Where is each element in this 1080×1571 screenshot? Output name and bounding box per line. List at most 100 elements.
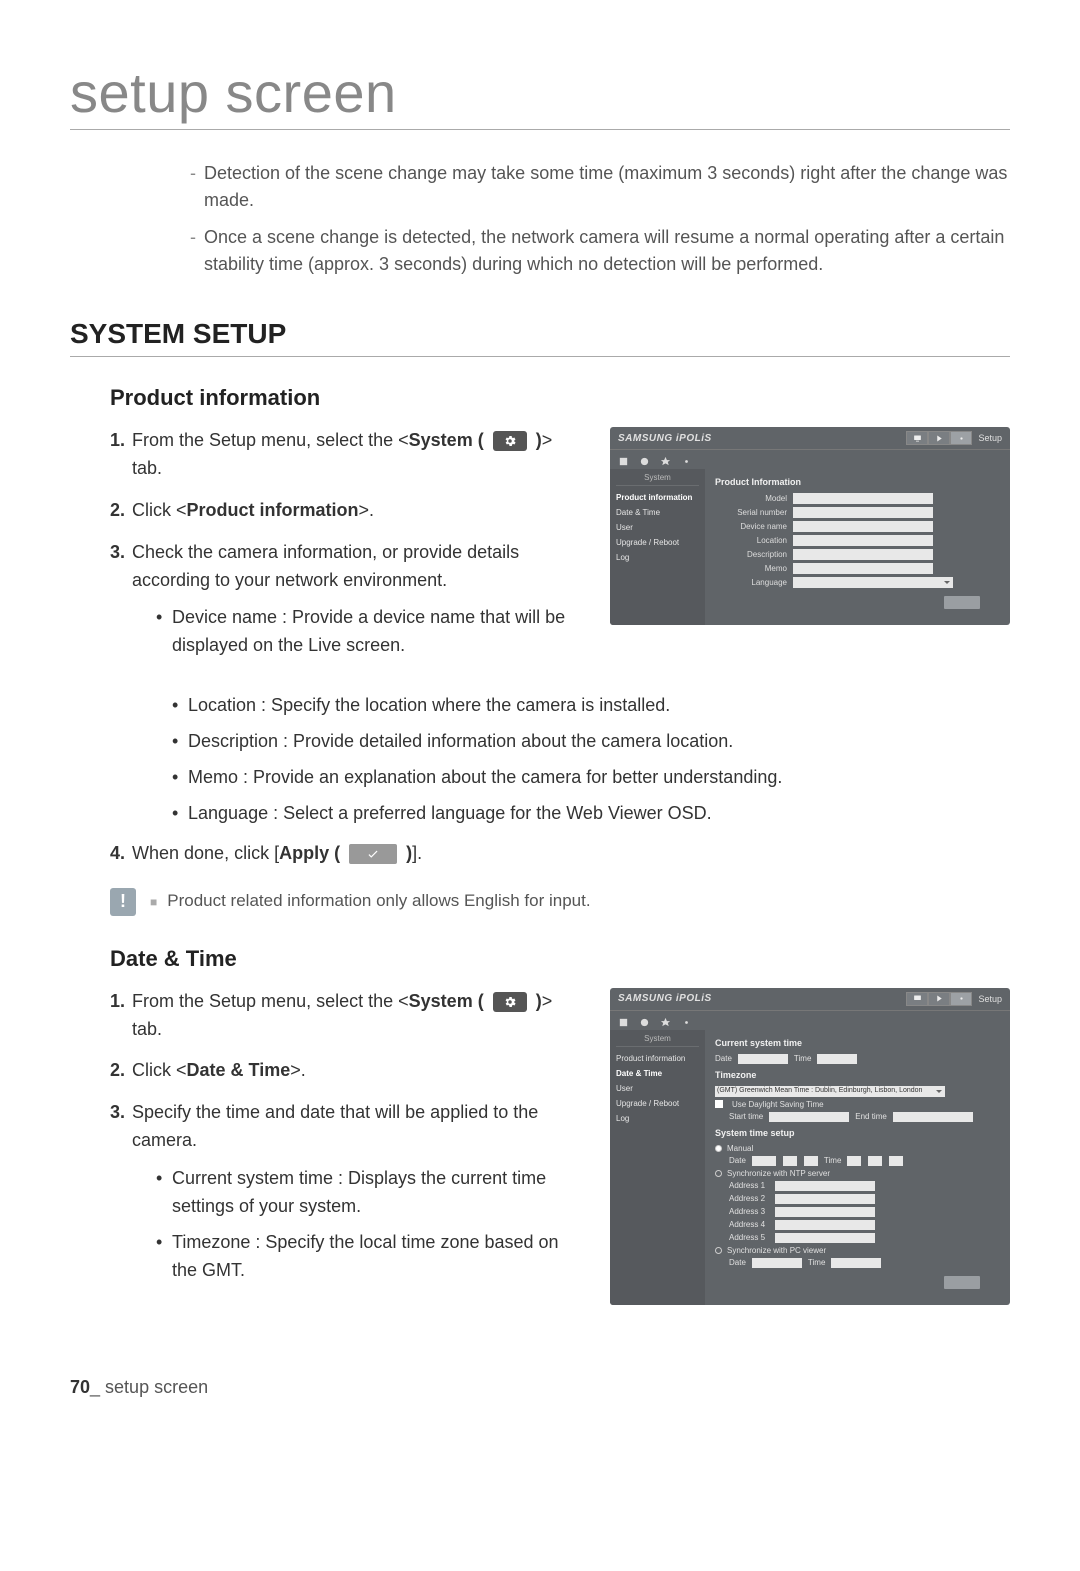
shot-label: Address 2: [729, 1194, 769, 1203]
shot-tz-select: (GMT) Greenwich Mean Time : Dublin, Edin…: [715, 1086, 945, 1097]
shot-tab-play-icon: [928, 431, 950, 445]
shot-tab-gear-icon: [950, 431, 972, 445]
shot-label: Manual: [727, 1144, 753, 1153]
page-number: 70: [70, 1377, 90, 1397]
shot-input: [793, 535, 933, 546]
step-text: >.: [290, 1060, 306, 1080]
step-bold: Date & Time: [187, 1060, 291, 1080]
shot-input: [738, 1054, 788, 1064]
datetime-steps: 1. From the Setup menu, select the <Syst…: [110, 988, 586, 1293]
info-note: ! ■ Product related information only all…: [110, 888, 1010, 916]
shot-tab-monitor-icon: [906, 431, 928, 445]
bullet-text: Memo : Provide an explanation about the …: [188, 764, 782, 792]
intro-note-text: Once a scene change is detected, the net…: [204, 224, 1010, 278]
shot-side-item: User: [616, 520, 699, 535]
shot-label: Time: [824, 1156, 841, 1165]
shot-input: [752, 1258, 802, 1268]
screenshot-datetime: SAMSUNG iPOLiS Setup System Product info…: [610, 988, 1010, 1305]
shot-label: Date: [729, 1156, 746, 1165]
shot-side-item: Upgrade / Reboot: [616, 535, 699, 550]
shot-setup-label: Setup: [978, 994, 1002, 1004]
shot-label: Address 3: [729, 1207, 769, 1216]
shot-label: Synchronize with PC viewer: [727, 1246, 826, 1255]
shot-tab-play-icon: [928, 992, 950, 1006]
step-4: 4. When done, click [Apply ( )].: [110, 840, 1010, 868]
shot-input: [775, 1220, 875, 1230]
step-text: Click <: [132, 1060, 187, 1080]
intro-note: - Once a scene change is detected, the n…: [190, 224, 1010, 278]
step-text: When done, click [: [132, 843, 279, 863]
bullet-text: Current system time : Displays the curre…: [172, 1165, 586, 1221]
shot-label: Time: [794, 1054, 811, 1063]
shot-side-item: Product information: [616, 1051, 699, 1066]
step-number: 1.: [110, 988, 132, 1044]
bullet-text: Description : Provide detailed informati…: [188, 728, 733, 756]
step-text: >.: [359, 500, 375, 520]
shot-input: [847, 1156, 861, 1166]
step-bold: Apply (: [279, 843, 340, 863]
gear-icon: [493, 431, 527, 451]
bullet-icon: •: [156, 1229, 172, 1285]
step-number: 1.: [110, 427, 132, 483]
shot-brand: SAMSUNG iPOLiS: [618, 433, 712, 444]
section-heading: SYSTEM SETUP: [70, 318, 1010, 357]
shot-side-item: Date & Time: [616, 505, 699, 520]
shot-field-label: Description: [715, 550, 793, 559]
shot-radio: [715, 1170, 722, 1177]
shot-label: Start time: [729, 1112, 763, 1121]
bullet-icon: •: [156, 604, 172, 660]
step-bold: System (: [409, 430, 484, 450]
intro-notes: - Detection of the scene change may take…: [190, 160, 1010, 278]
shot-input: [889, 1156, 903, 1166]
shot-heading: Current system time: [715, 1038, 1000, 1048]
shot-field-label: Device name: [715, 522, 793, 531]
info-badge-icon: !: [110, 888, 136, 916]
shot-setup-label: Setup: [978, 433, 1002, 443]
shot-radio: [715, 1247, 722, 1254]
shot-field-label: Serial number: [715, 508, 793, 517]
bullet-icon: •: [172, 692, 188, 720]
shot-label: Date: [729, 1258, 746, 1267]
step-text: Check the camera information, or provide…: [132, 542, 519, 590]
shot-apply-button: [944, 1276, 980, 1289]
step-text: Click <: [132, 500, 187, 520]
shot-side-item: Log: [616, 550, 699, 565]
shot-field-label: Location: [715, 536, 793, 545]
shot-side-item: Upgrade / Reboot: [616, 1096, 699, 1111]
step-2: 2. Click <Date & Time>.: [110, 1057, 586, 1085]
shot-side-title: System: [616, 473, 699, 486]
shot-label: Synchronize with NTP server: [727, 1169, 830, 1178]
shot-field-label: Model: [715, 494, 793, 503]
footer-text: _ setup screen: [90, 1377, 208, 1397]
step-1: 1. From the Setup menu, select the <Syst…: [110, 427, 586, 483]
bullet-text: Timezone : Specify the local time zone b…: [172, 1229, 586, 1285]
shot-input: [793, 493, 933, 504]
shot-apply-button: [944, 596, 980, 609]
step-text: ].: [412, 843, 422, 863]
shot-input: [752, 1156, 776, 1166]
shot-label: Use Daylight Saving Time: [732, 1100, 824, 1109]
shot-label: End time: [855, 1112, 887, 1121]
shot-label: Address 5: [729, 1233, 769, 1242]
shot-label: Address 4: [729, 1220, 769, 1229]
shot-input: [804, 1156, 818, 1166]
shot-input: [769, 1112, 849, 1122]
bullet-text: Location : Specify the location where th…: [188, 692, 670, 720]
bullet-icon: •: [172, 764, 188, 792]
shot-input: [783, 1156, 797, 1166]
step-3: 3. Specify the time and date that will b…: [110, 1099, 586, 1292]
shot-input: [793, 549, 933, 560]
note-bullet-icon: ■: [150, 895, 157, 911]
shot-label: Time: [808, 1258, 825, 1267]
shot-heading: Timezone: [715, 1070, 1000, 1080]
datetime-heading: Date & Time: [110, 946, 1010, 972]
screenshot-product-info: SAMSUNG iPOLiS Setup System Product info…: [610, 427, 1010, 625]
step-1: 1. From the Setup menu, select the <Syst…: [110, 988, 586, 1044]
product-info-heading: Product information: [110, 385, 1010, 411]
shot-input: [831, 1258, 881, 1268]
shot-side-item: Date & Time: [616, 1066, 699, 1081]
step-number: 2.: [110, 497, 132, 525]
shot-input: [775, 1181, 875, 1191]
dash-icon: -: [190, 224, 196, 278]
product-info-steps: 1. From the Setup menu, select the <Syst…: [110, 427, 586, 668]
